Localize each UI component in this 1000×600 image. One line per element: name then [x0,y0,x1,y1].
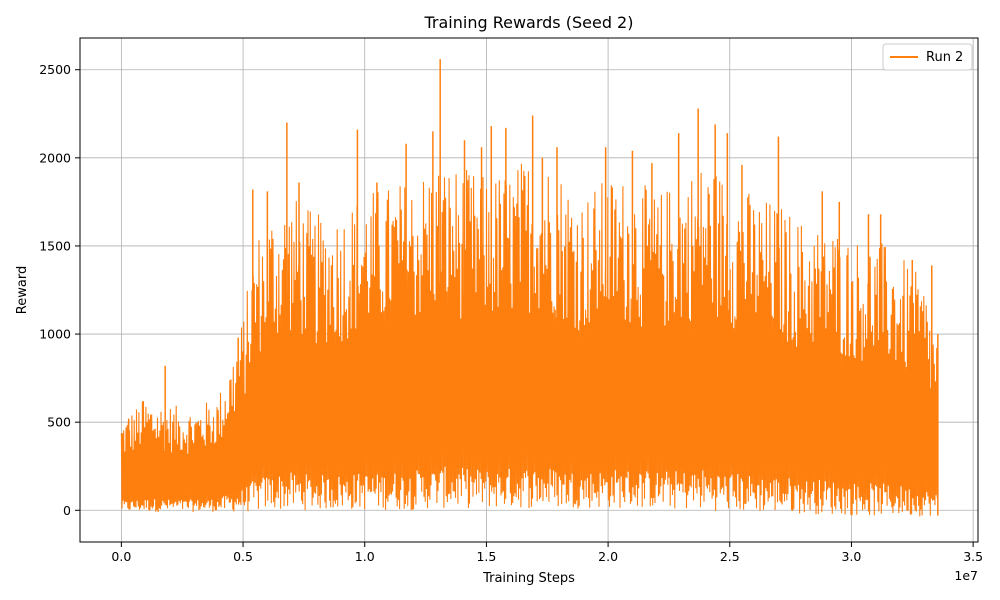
x-axis-offset-label: 1e7 [954,568,978,583]
y-axis-ticks: 0 500 1000 1500 2000 2500 [39,62,80,518]
y-tick-label: 1000 [39,327,71,342]
y-tick-label: 2000 [39,150,71,165]
y-tick-label: 0 [63,503,71,518]
x-axis-label: Training Steps [482,571,575,586]
axes-frame [79,37,979,543]
x-tick-label: 0.5 [233,549,253,564]
y-tick-label: 1500 [39,238,71,253]
x-tick-label: 1.0 [355,549,375,564]
x-tick-label: 1.5 [476,549,496,564]
x-tick-label: 2.0 [598,549,618,564]
y-tick-label: 2500 [39,62,71,77]
chart-title: Training Rewards (Seed 2) [424,13,634,32]
x-tick-label: 2.5 [720,549,740,564]
legend-box [882,43,973,71]
legend-label: Run 2 [926,50,963,65]
x-tick-label: 0.0 [111,549,131,564]
legend: Run 2 [882,43,973,71]
x-tick-label: 3.0 [842,549,862,564]
series-run-2-line [120,163,939,517]
x-tick-label: 3.5 [963,549,983,564]
x-axis-ticks: 0.0 0.5 1.0 1.5 2.0 2.5 3.0 3.5 [111,542,983,564]
y-axis-label: Reward [15,266,30,314]
plot-area [120,59,939,517]
y-tick-label: 500 [47,415,71,430]
